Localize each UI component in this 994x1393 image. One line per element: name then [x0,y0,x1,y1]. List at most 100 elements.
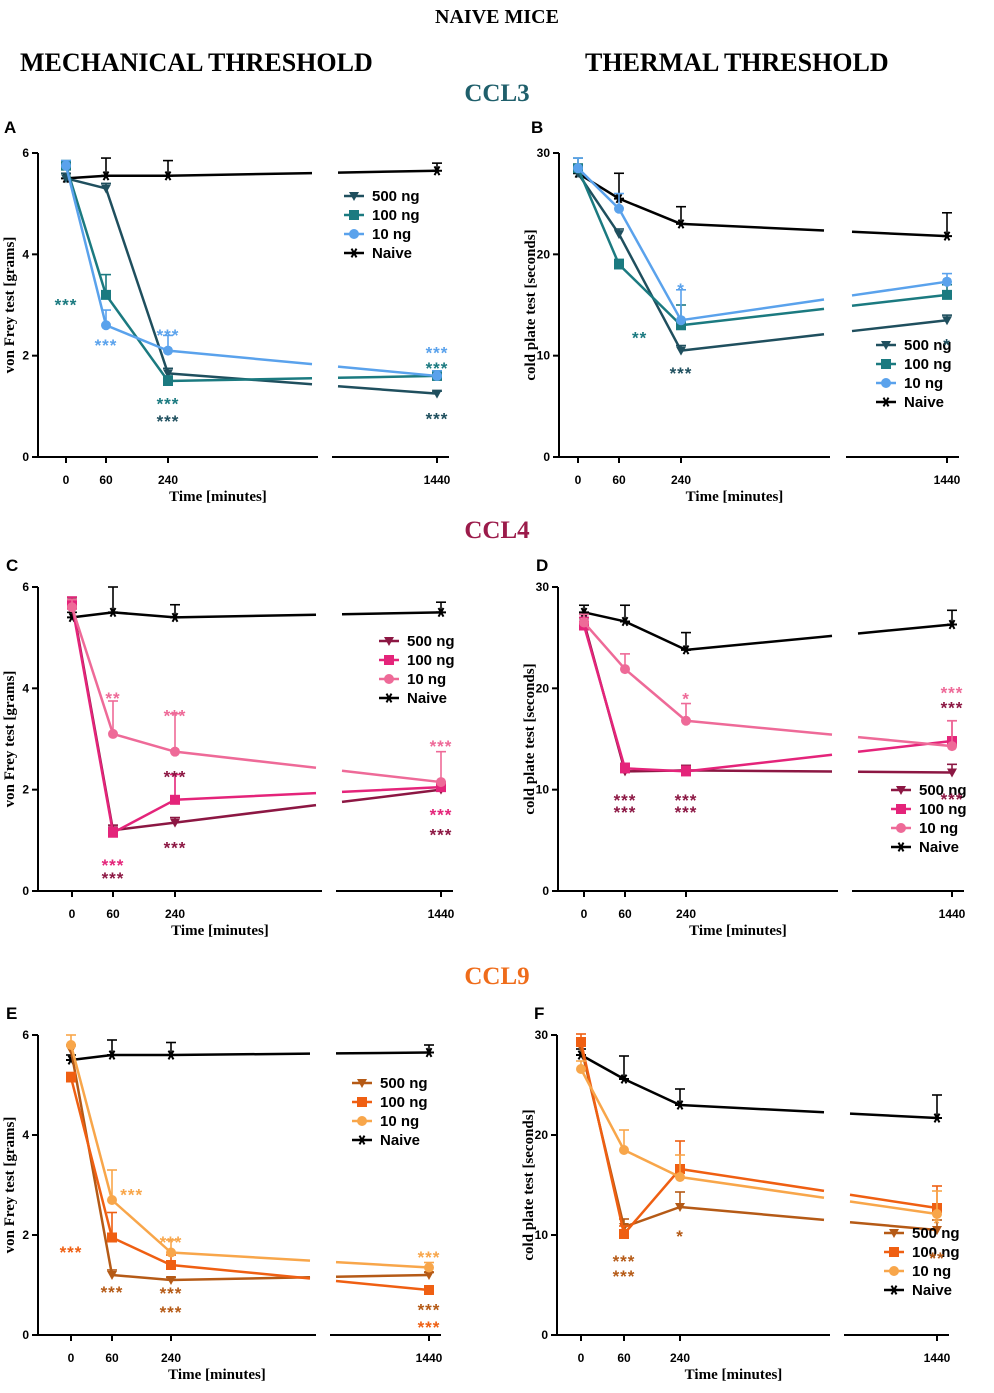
data-point-naive [424,1047,434,1058]
data-point-500-ng [947,768,957,778]
data-point-naive [107,1050,117,1060]
series-10-ng [576,1060,942,1219]
y-tick-label: 6 [22,1028,29,1042]
data-point-naive [947,619,957,630]
data-point-naive [675,1100,685,1110]
data-point-100-ng [620,763,630,774]
series-line-500-ng [579,1046,938,1232]
x-tick-label: 60 [618,907,632,921]
significance-label: *** [426,344,449,363]
data-point-500-ng [170,818,180,828]
column-title-thermal: THERMAL THRESHOLD [585,48,889,77]
significance-label: *** [164,767,187,786]
legend-label: 100 ng [919,801,967,818]
x-tick-label: 240 [670,1351,690,1365]
significance-label: *** [157,412,180,431]
y-tick-label: 2 [22,1228,29,1242]
panel-label-f: F [534,1004,544,1023]
data-point-naive [681,644,691,655]
legend-marker [357,1079,367,1088]
x-tick-label: 0 [63,473,70,487]
data-point-100-ng [681,766,691,777]
legend: 500 ng 100 ng 10 ng Naive [379,633,455,707]
legend-label: Naive [380,1132,420,1149]
significance-label: *** [614,791,637,810]
y-tick-label: 0 [22,1328,29,1342]
data-point-100-ng [619,1229,629,1239]
legend-label: 100 ng [372,207,420,224]
significance-label: *** [426,409,449,428]
legend-label: 100 ng [904,356,952,373]
series-line-10-ng [583,621,953,748]
data-point-100-ng [614,259,624,270]
legend-label: 500 ng [919,782,967,799]
data-point-10-ng [67,602,77,613]
significance-label: *** [418,1301,441,1320]
legend: 500 ng 100 ng 10 ng Naive [352,1075,428,1149]
x-axis-label: Time [minutes] [685,1367,783,1383]
legend-marker [349,248,359,258]
y-tick-label: 4 [22,1128,29,1142]
data-point-naive [932,1113,942,1123]
significance-label: *** [941,790,964,809]
legend-marker [881,359,891,369]
significance-label: *** [160,1284,183,1303]
significance-label: * [676,1227,684,1246]
x-tick-label: 1440 [428,907,455,921]
data-point-naive [432,165,442,176]
data-point-100-ng [170,794,180,805]
series-line-100-ng [582,625,953,773]
data-point-100-ng [942,289,952,300]
significance-label: *** [157,394,180,413]
significance-label: *** [614,803,637,822]
significance-label: * [943,335,951,354]
data-point-100-ng [166,1260,176,1270]
legend-marker [349,229,359,239]
series-line-10-ng [64,165,438,378]
data-point-10-ng [573,163,583,174]
x-tick-label: 1440 [934,473,961,487]
x-tick-label: 60 [105,1351,119,1365]
series-10-ng [66,1034,434,1273]
series-line-naive [583,611,953,652]
series-line-100-ng [576,167,948,327]
y-axis-label: von Frey test [grams] [2,671,18,808]
significance-label: *** [941,683,964,702]
legend-label: 100 ng [407,652,455,669]
y-tick-label: 0 [22,450,29,464]
panel-label-c: C [6,556,18,575]
series-line-500-ng [65,177,438,395]
legend-marker [384,655,394,665]
y-tick-label: 10 [536,783,550,797]
panel-label-d: D [536,556,548,575]
chemokine-title-ccl3: CCL3 [464,80,530,107]
significance-label: *** [160,1303,183,1322]
data-point-naive [620,616,630,627]
series-500-ng [67,596,446,836]
y-tick-label: 30 [537,146,551,160]
x-axis-label: Time [minutes] [171,923,269,939]
data-point-500-ng [424,1271,434,1280]
y-axis-label: cold plate test [seconds] [523,229,539,380]
series-100-ng [576,1033,942,1239]
legend-marker [349,192,359,201]
panel-f: F 0 10 20 30 0 60 240 1440 Time [minutes] cold pla… [521,1004,960,1383]
legend-marker [889,1229,899,1238]
significance-label: *** [60,1243,83,1262]
y-tick-label: 30 [536,580,550,594]
legend-label: Naive [372,245,412,262]
legend-label: 10 ng [407,671,446,688]
x-axis-label: Time [minutes] [686,489,784,505]
data-point-10-ng [61,160,71,171]
series-naive [576,1048,942,1123]
legend-marker [896,842,906,852]
significance-label: ** [632,328,647,347]
chemokine-title-ccl4: CCL4 [464,517,530,544]
legend-label: 500 ng [912,1225,960,1242]
series-line-naive [577,172,948,238]
data-point-10-ng [66,1040,76,1050]
data-point-500-ng [101,184,111,194]
y-tick-label: 0 [543,450,550,464]
data-point-10-ng [432,370,442,381]
